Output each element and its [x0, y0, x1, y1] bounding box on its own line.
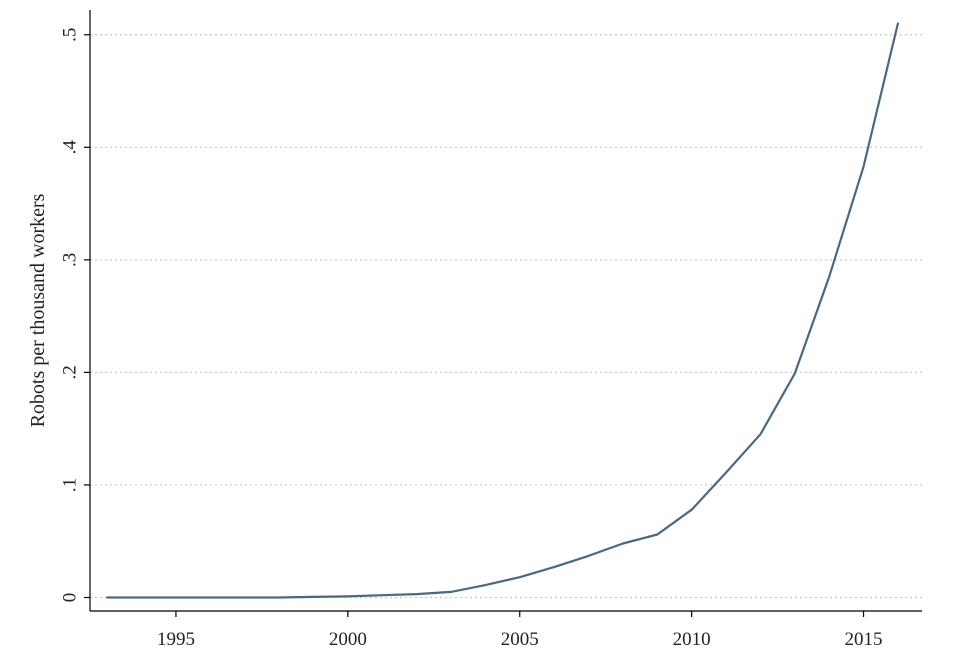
y-tick-label: .3 [60, 253, 81, 267]
series-line [106, 22, 900, 599]
x-tick-label: 2015 [845, 629, 883, 650]
y-tick-label: .1 [60, 478, 81, 492]
x-tick-label: 2000 [329, 629, 367, 650]
x-tick-label: 1995 [157, 629, 195, 650]
series [106, 22, 900, 599]
y-axis-title: Robots per thousand workers [27, 193, 49, 427]
y-tick-label: .4 [60, 140, 81, 155]
x-tick-label: 2010 [673, 629, 711, 650]
x-tick-label: 2005 [501, 629, 539, 650]
axes [89, 10, 922, 612]
y-tick-label: .5 [60, 28, 81, 42]
gridlines [90, 34, 922, 599]
ticks: 0 .1 .2 .3 .4 .5 1995 2000 2005 2010 2015 [60, 28, 883, 650]
y-tick-label: .2 [60, 365, 81, 379]
y-tick-label: 0 [60, 593, 81, 603]
